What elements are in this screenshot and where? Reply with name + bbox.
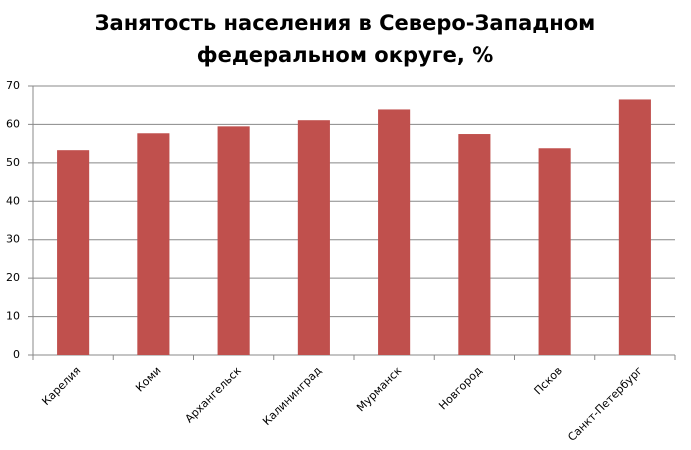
x-tick-label: Псков [532,364,565,397]
y-tick-label: 60 [6,117,20,130]
chart-title: федеральном округе, % [197,43,494,67]
bar [378,109,411,355]
bar [217,126,250,355]
bar [538,148,571,355]
y-tick-label: 10 [6,310,20,323]
x-tick-label: Коми [133,364,163,394]
x-tick-label: Калининград [260,364,324,428]
bar [618,99,651,355]
x-tick-label: Новгород [436,364,485,413]
bar [458,134,491,355]
bar [57,150,90,355]
chart-title: Занятость населения в Северо-Западном [95,11,596,35]
x-tick-label: Мурманск [354,364,404,414]
x-tick-label: Архангельск [183,364,245,426]
y-tick-label: 20 [6,271,20,284]
y-tick-label: 70 [6,79,20,92]
y-tick-label: 30 [6,233,20,246]
y-tick-label: 50 [6,156,20,169]
y-tick-label: 40 [6,194,20,207]
x-tick-label: Карелия [39,364,83,408]
bar [137,133,170,355]
y-tick-label: 0 [13,348,20,361]
bar [297,120,330,355]
x-tick-label: Санкт-Петербург [565,364,645,444]
